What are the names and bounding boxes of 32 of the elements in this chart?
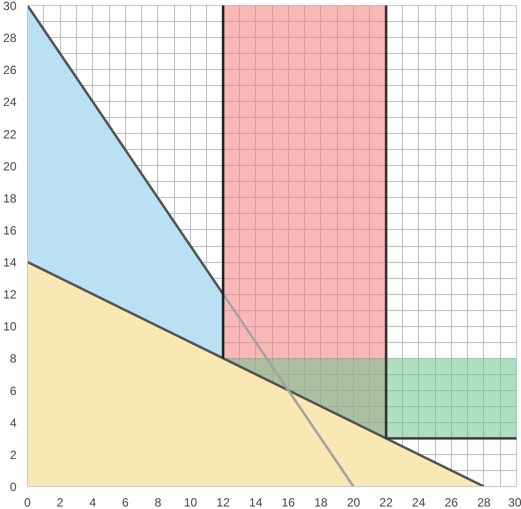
y-tick-label: 6 [10, 384, 17, 398]
y-tick-label: 20 [3, 159, 17, 174]
x-tick-label: 14 [249, 496, 263, 509]
x-tick-label: 8 [154, 496, 162, 509]
x-tick-label: 26 [444, 496, 458, 509]
y-tick-label: 12 [3, 288, 17, 302]
x-tick-label: 6 [122, 496, 129, 509]
y-tick-label: 4 [10, 416, 17, 430]
y-tick-label: 2 [10, 448, 17, 462]
x-tick-label: 24 [412, 496, 426, 509]
x-tick-label: 30 [508, 496, 521, 509]
y-tick-label: 26 [3, 63, 17, 78]
y-tick-label: 28 [3, 31, 17, 46]
y-tick-label: 16 [3, 223, 17, 238]
x-tick-label: 4 [89, 496, 96, 509]
y-tick-label: 30 [3, 0, 17, 13]
y-tick-label: 22 [3, 127, 17, 142]
x-tick-label: 22 [379, 496, 394, 509]
x-tick-label: 0 [24, 496, 32, 509]
y-tick-label: 18 [3, 191, 17, 206]
x-tick-label: 20 [346, 496, 360, 509]
x-tick-label: 16 [282, 496, 296, 509]
y-tick-label: 24 [3, 95, 17, 110]
x-tick-label: 28 [477, 496, 491, 509]
y-tick-label: 14 [3, 256, 17, 270]
x-tick-label: 2 [56, 496, 64, 509]
y-tick-label: 8 [10, 352, 17, 366]
x-tick-label: 12 [216, 496, 230, 509]
x-tick-label: 18 [314, 496, 328, 509]
x-tick-label: 10 [184, 496, 198, 509]
y-tick-label: 10 [3, 320, 17, 334]
y-tick-label: 0 [10, 480, 17, 494]
